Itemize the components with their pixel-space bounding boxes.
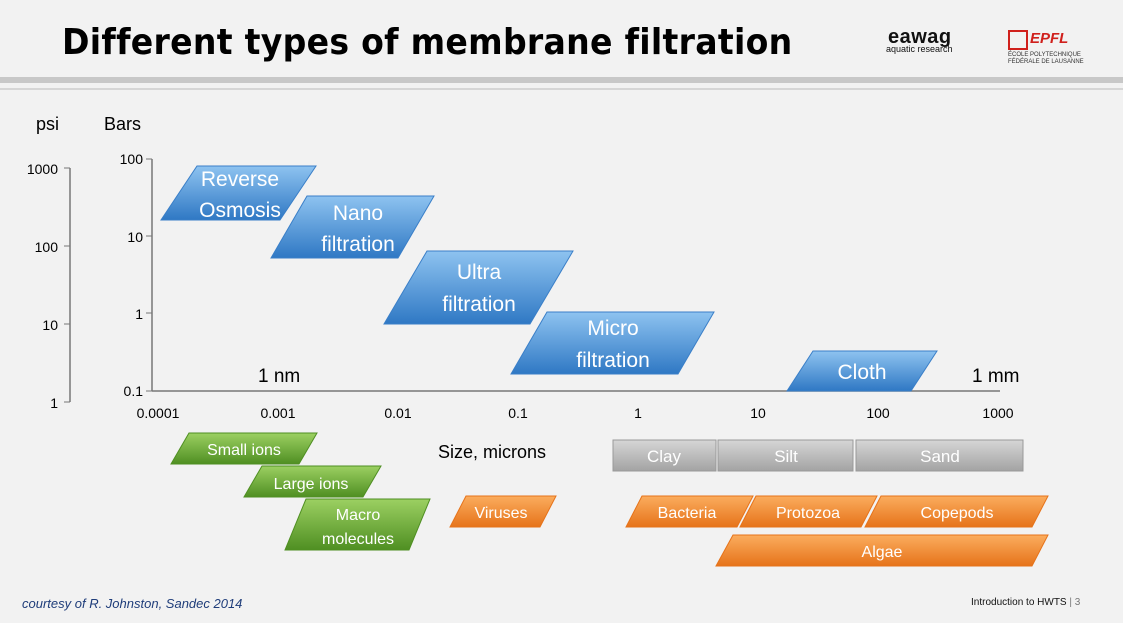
size-axis-title: Size, microns xyxy=(438,442,546,462)
epfl-logo-subtext: ÉCOLE POLYTECHNIQUE FÉDÉRALE DE LAUSANNE xyxy=(1008,52,1084,66)
organism-bacteria: Bacteria xyxy=(625,495,754,528)
soil-sand: Sand xyxy=(855,439,1024,472)
process-label: Micro xyxy=(587,317,638,340)
header-divider xyxy=(0,77,1123,83)
organism-label: Bacteria xyxy=(658,505,717,522)
process-label: Reverse xyxy=(201,168,279,191)
epfl-logo-mark xyxy=(1008,30,1028,50)
item-label: Macro xyxy=(336,507,381,524)
bars-axis-title: Bars xyxy=(104,114,141,134)
process-reverse-osmosis: Reverse Osmosis xyxy=(160,165,317,222)
bar-tick-label: 1 xyxy=(135,306,143,322)
process-label: Cloth xyxy=(837,361,886,384)
process-label: Osmosis xyxy=(199,199,281,222)
psi-axis-ticks xyxy=(64,167,70,403)
epfl-subtext-line2: FÉDÉRALE DE LAUSANNE xyxy=(1008,59,1084,65)
process-label: Ultra xyxy=(457,261,502,284)
size-tick-label: 100 xyxy=(866,405,890,421)
item-macro-molecules: Macro molecules xyxy=(284,498,431,551)
size-tick-label: 10 xyxy=(750,405,766,421)
process-micro-filtration: Micro filtration xyxy=(510,311,715,375)
process-label: filtration xyxy=(442,293,516,316)
psi-tick-label: 100 xyxy=(35,239,59,255)
one-mm-marker: 1 mm xyxy=(972,366,1020,387)
item-label: Small ions xyxy=(207,442,281,459)
psi-axis-title: psi xyxy=(36,114,59,134)
item-label: Large ions xyxy=(274,476,349,493)
organism-label: Viruses xyxy=(474,505,527,522)
organism-protozoa: Protozoa xyxy=(739,495,878,528)
organism-viruses: Viruses xyxy=(449,495,557,528)
page-separator: | xyxy=(1069,597,1075,608)
organism-label: Protozoa xyxy=(776,505,840,522)
size-tick-label: 0.001 xyxy=(260,405,295,421)
footer-course: Introduction to HWTS | 3 xyxy=(971,597,1080,608)
size-tick-label: 1000 xyxy=(982,405,1013,421)
psi-tick-label: 1 xyxy=(50,395,58,411)
organism-label: Algae xyxy=(862,544,903,561)
header-divider-thin xyxy=(0,88,1123,90)
soil-label: Clay xyxy=(647,447,682,466)
size-tick-label: 0.0001 xyxy=(137,405,180,421)
bar-tick-label: 0.1 xyxy=(124,383,144,399)
size-tick-label: 0.1 xyxy=(508,405,528,421)
process-label: filtration xyxy=(321,233,395,256)
page-number: 3 xyxy=(1074,597,1081,608)
soil-label: Sand xyxy=(920,447,960,466)
item-small-ions: Small ions xyxy=(170,432,318,465)
eawag-logo-text: eawag xyxy=(888,26,952,48)
bar-axis-ticks xyxy=(146,158,152,392)
psi-tick-label: 1000 xyxy=(27,161,58,177)
process-nano-filtration: Nano filtration xyxy=(270,195,435,259)
size-tick-label: 1 xyxy=(634,405,642,421)
process-ultra-filtration: Ultra filtration xyxy=(383,250,574,325)
eawag-logo-subtext: aquatic research xyxy=(886,44,953,54)
organism-copepods: Copepods xyxy=(864,495,1049,528)
process-label: filtration xyxy=(576,349,650,372)
size-tick-label: 0.01 xyxy=(384,405,411,421)
psi-tick-label: 10 xyxy=(42,317,58,333)
organism-label: Copepods xyxy=(921,505,994,522)
epfl-subtext-line1: ÉCOLE POLYTECHNIQUE xyxy=(1008,52,1081,58)
bar-tick-label: 10 xyxy=(127,229,143,245)
bar-tick-label: 100 xyxy=(120,151,144,167)
organism-algae: Algae xyxy=(715,534,1049,567)
slide-title: Different types of membrane filtration xyxy=(62,22,793,63)
item-label: molecules xyxy=(322,531,394,548)
course-title: Introduction to HWTS xyxy=(971,597,1067,608)
process-cloth: Cloth xyxy=(786,350,938,392)
soil-silt: Silt xyxy=(717,439,854,472)
soil-label: Silt xyxy=(774,447,798,466)
one-nm-marker: 1 nm xyxy=(258,366,300,387)
credit-note: courtesy of R. Johnston, Sandec 2014 xyxy=(22,596,243,611)
epfl-logo-text: EPFL xyxy=(1030,30,1069,47)
process-label: Nano xyxy=(333,202,383,225)
item-large-ions: Large ions xyxy=(243,465,382,498)
soil-clay: Clay xyxy=(612,439,717,472)
